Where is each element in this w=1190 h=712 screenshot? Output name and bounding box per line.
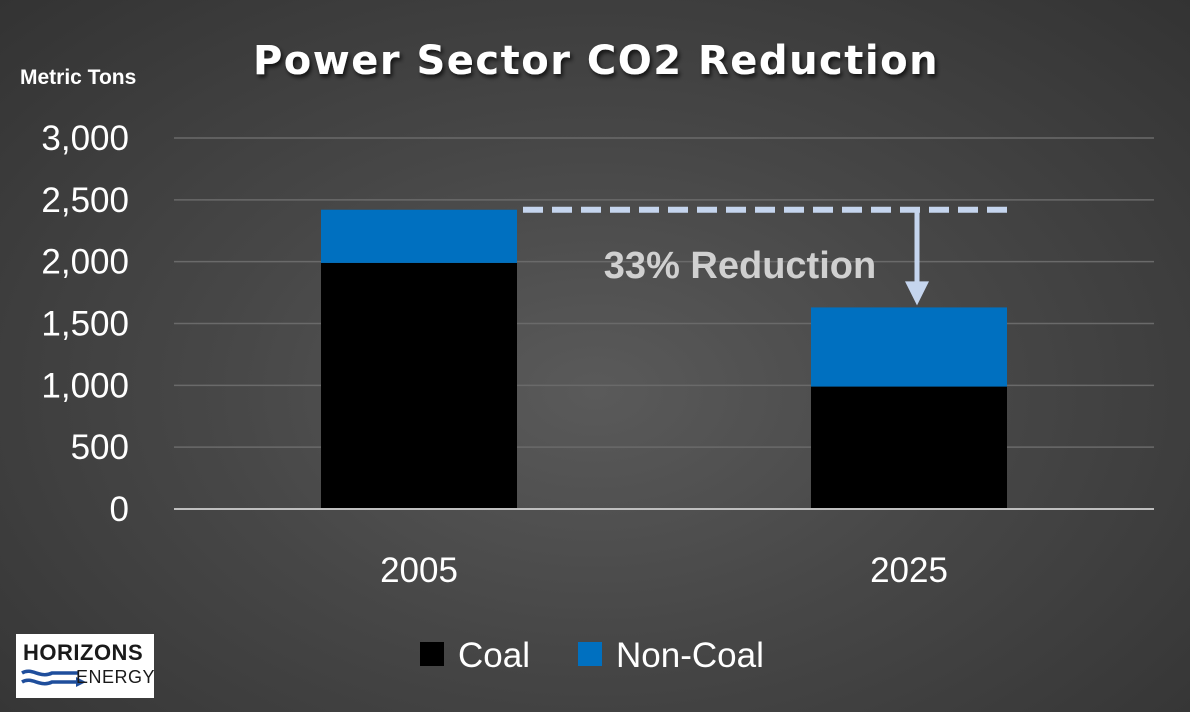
y-tick-label: 2,000 xyxy=(41,243,129,282)
bar-coal-2025 xyxy=(811,386,1007,509)
reduction-arrow-head xyxy=(905,281,929,306)
x-tick-label: 2025 xyxy=(870,551,948,590)
reduction-annotation: 33% Reduction xyxy=(523,206,1013,306)
horizons-energy-logo: HORIZONS ENERGY xyxy=(16,634,156,698)
y-axis-label: Metric Tons xyxy=(20,66,136,89)
bar-coal-2005 xyxy=(321,262,517,509)
reduction-annotation-text: 33% Reduction xyxy=(604,245,876,287)
bars xyxy=(321,209,1007,509)
bar-non-coal-2005 xyxy=(321,209,517,263)
chart-title: Power Sector CO2 Reduction xyxy=(253,38,939,84)
y-tick-label: 3,000 xyxy=(41,119,129,158)
y-tick-label: 1,500 xyxy=(41,305,129,344)
y-tick-label: 2,500 xyxy=(41,181,129,220)
wave-arrow-icon xyxy=(21,669,86,687)
logo-bottom-text: ENERGY xyxy=(76,667,156,687)
category-labels: 2005 2025 xyxy=(380,551,948,590)
y-tick-label: 0 xyxy=(110,490,129,529)
y-tick-label: 500 xyxy=(71,428,129,467)
bar-non-coal-2025 xyxy=(811,307,1007,387)
y-tick-label: 1,000 xyxy=(41,366,129,405)
legend-label-non-coal: Non-Coal xyxy=(616,636,764,675)
legend-label-coal: Coal xyxy=(458,636,530,675)
legend: Coal Non-Coal xyxy=(420,636,764,675)
legend-swatch-non-coal xyxy=(578,642,602,666)
x-tick-label: 2005 xyxy=(380,551,458,590)
y-tick-labels: 0 500 1,000 1,500 2,000 2,500 3,000 xyxy=(41,119,129,529)
logo-top-text: HORIZONS xyxy=(23,640,144,665)
legend-swatch-coal xyxy=(420,642,444,666)
